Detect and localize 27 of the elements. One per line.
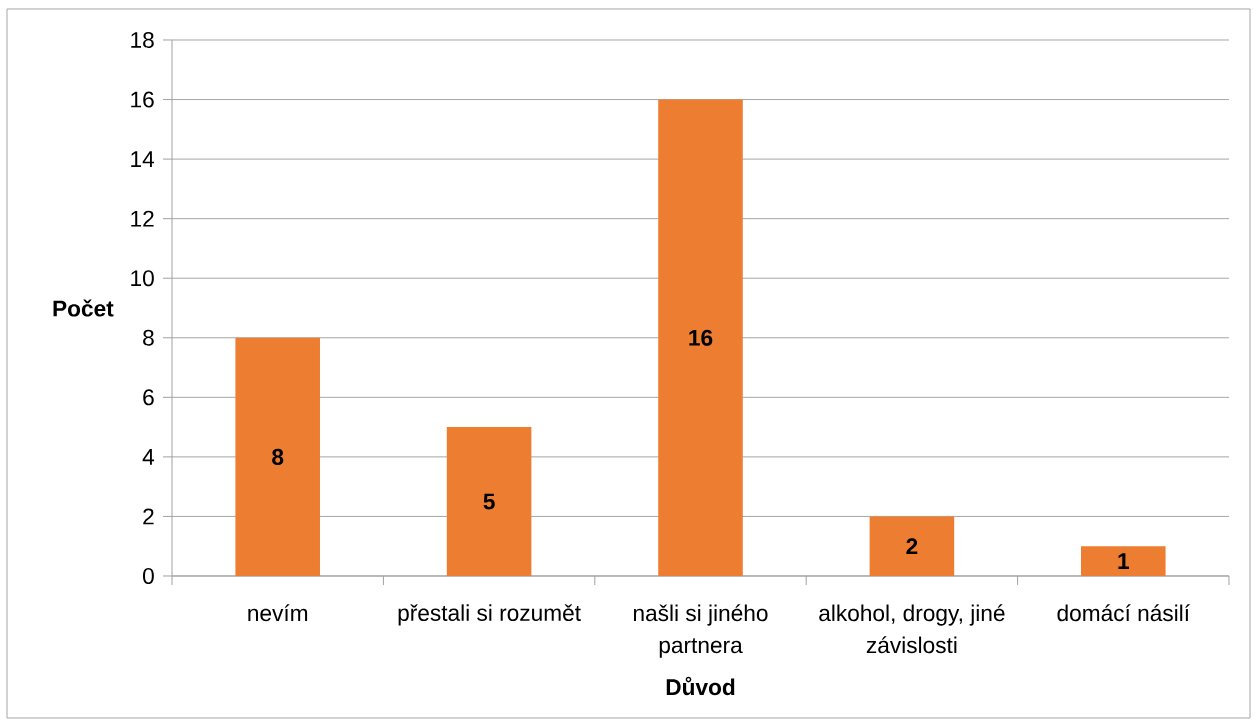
y-tick-label: 16 <box>131 91 154 108</box>
y-tick-label: 2 <box>143 508 154 525</box>
bar <box>235 337 320 576</box>
y-tick-label: 18 <box>131 31 154 49</box>
data-label: 1 <box>1118 553 1129 569</box>
data-label: 5 <box>483 493 495 510</box>
y-tick-label: 0 <box>143 567 154 585</box>
x-axis-title: Důvod <box>666 676 735 696</box>
data-label: 2 <box>906 538 918 555</box>
bar <box>1081 546 1166 576</box>
data-label: 16 <box>689 329 713 346</box>
y-tick-label: 14 <box>131 151 155 167</box>
x-tick-label: domácí násilí <box>1057 604 1190 622</box>
y-tick-label: 8 <box>143 329 154 346</box>
y-tick-label: 4 <box>142 449 155 465</box>
x-tick-label: našli si jiného partnera <box>633 604 768 658</box>
y-tick-label: 10 <box>131 270 154 287</box>
y-tick-label: 6 <box>143 389 154 406</box>
bar <box>869 516 955 576</box>
x-tick-label: nevím <box>248 604 308 622</box>
bar <box>658 99 743 576</box>
y-tick-label: 12 <box>131 210 154 227</box>
data-label: 8 <box>272 448 284 465</box>
bar <box>446 427 532 576</box>
x-tick-label: přestali si rozumět <box>398 604 581 626</box>
x-tick-label: alkohol, drogy, jiné závislosti <box>819 604 1005 654</box>
y-axis-title: Počet <box>53 299 114 317</box>
